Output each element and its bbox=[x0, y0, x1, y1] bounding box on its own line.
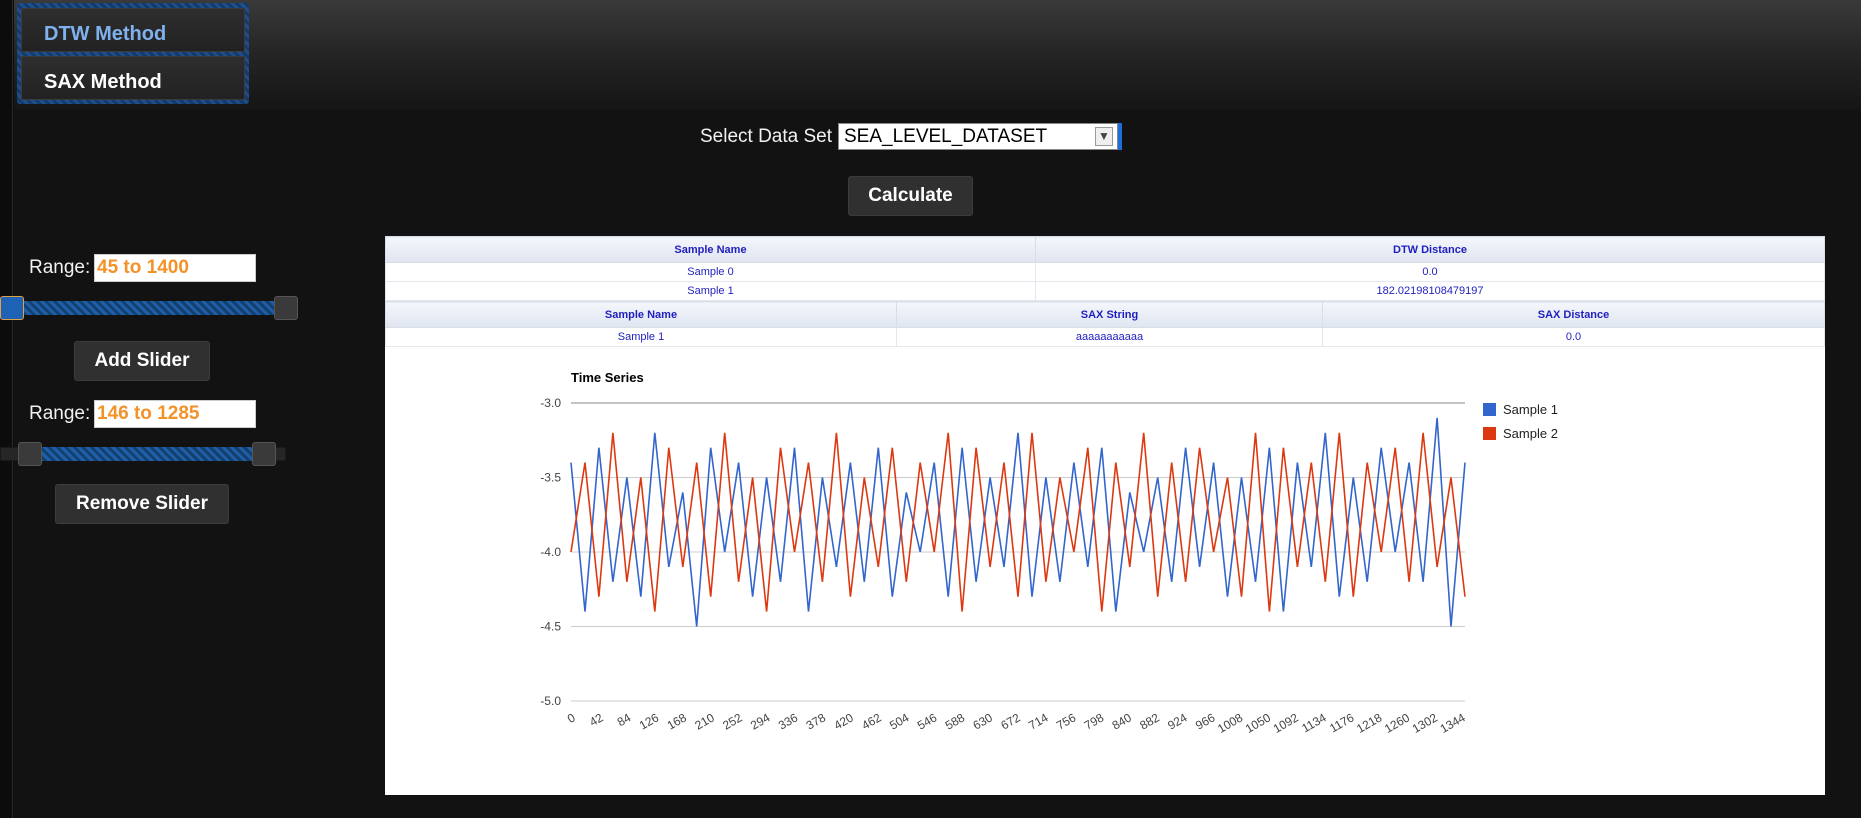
top-header-bar bbox=[0, 0, 1861, 110]
x-tick-label: 546 bbox=[915, 710, 940, 732]
x-tick-label: 882 bbox=[1137, 710, 1162, 732]
range-value-field-1[interactable]: 45 to 1400 bbox=[94, 254, 256, 282]
table-row: Sample 1 182.02198108479197 bbox=[385, 281, 1825, 301]
table-cell: 0.0 bbox=[1035, 262, 1825, 282]
x-tick-label: 714 bbox=[1026, 710, 1051, 732]
dtw-col-distance: DTW Distance bbox=[1035, 236, 1825, 263]
x-tick-label: 1218 bbox=[1354, 710, 1384, 736]
dataset-select-label: Select Data Set bbox=[700, 126, 833, 147]
chevron-down-icon[interactable]: ▼ bbox=[1095, 127, 1113, 146]
x-tick-label: 42 bbox=[587, 710, 606, 729]
add-slider-button[interactable]: Add Slider bbox=[74, 341, 210, 381]
x-tick-label: 462 bbox=[859, 710, 884, 732]
x-tick-label: 252 bbox=[720, 710, 745, 732]
y-tick-label: -4.0 bbox=[540, 545, 561, 559]
y-tick-label: -3.0 bbox=[540, 396, 561, 410]
x-tick-label: 1092 bbox=[1271, 710, 1301, 736]
dtw-col-sample-name: Sample Name bbox=[385, 236, 1036, 263]
table-row: Sample 1 aaaaaaaaaaa 0.0 bbox=[385, 327, 1825, 347]
results-panel: Sample Name DTW Distance Sample 0 0.0 Sa… bbox=[385, 236, 1825, 795]
remove-slider-button[interactable]: Remove Slider bbox=[55, 484, 229, 524]
range-slider-2-high-handle[interactable] bbox=[252, 442, 276, 466]
range-slider-2-low-handle[interactable] bbox=[18, 442, 42, 466]
dataset-select[interactable]: SEA_LEVEL_DATASET ▼ bbox=[838, 123, 1118, 150]
x-tick-label: 1134 bbox=[1299, 710, 1329, 735]
x-tick-label: 504 bbox=[887, 710, 912, 732]
table-cell: Sample 0 bbox=[385, 262, 1036, 282]
sax-results-table: Sample Name SAX String SAX Distance Samp… bbox=[385, 301, 1825, 347]
left-divider bbox=[12, 0, 13, 818]
x-tick-label: 0 bbox=[565, 710, 578, 726]
sax-col-string: SAX String bbox=[896, 301, 1323, 328]
series-line-1 bbox=[570, 417, 1466, 627]
legend-swatch-2 bbox=[1483, 427, 1496, 440]
legend-label-1: Sample 1 bbox=[1503, 402, 1558, 417]
x-tick-label: 1344 bbox=[1438, 710, 1468, 736]
legend-swatch-1 bbox=[1483, 403, 1496, 416]
x-tick-label: 588 bbox=[943, 710, 968, 732]
x-tick-label: 168 bbox=[665, 710, 690, 732]
range-label-1: Range: bbox=[29, 257, 91, 278]
range-slider-1[interactable] bbox=[0, 301, 298, 315]
sax-col-sample-name: Sample Name bbox=[385, 301, 897, 328]
range-slider-1-high-handle[interactable] bbox=[274, 296, 298, 320]
time-series-chart-container: Time Series -3.0 -3.5 -4.0 -4.5 -5.0 0 42 84 126 1… bbox=[385, 339, 1825, 795]
table-cell: Sample 1 bbox=[385, 327, 897, 347]
x-tick-label: 420 bbox=[831, 710, 856, 732]
x-tick-label: 336 bbox=[776, 710, 801, 732]
series-line-2 bbox=[570, 432, 1466, 612]
range-slider-2-fill bbox=[31, 447, 265, 461]
x-tick-label: 1260 bbox=[1382, 710, 1412, 736]
y-tick-label: -3.5 bbox=[540, 471, 561, 485]
method-tab-menu: DTW Method SAX Method bbox=[17, 3, 249, 104]
x-tick-label: 840 bbox=[1110, 710, 1135, 732]
dataset-select-value: SEA_LEVEL_DATASET bbox=[844, 126, 1048, 147]
range-slider-1-fill bbox=[11, 301, 287, 315]
dtw-results-table: Sample Name DTW Distance Sample 0 0.0 Sa… bbox=[385, 236, 1825, 301]
range-slider-2[interactable] bbox=[0, 447, 286, 461]
x-tick-label: 1176 bbox=[1327, 710, 1357, 735]
calculate-button[interactable]: Calculate bbox=[848, 176, 973, 216]
time-series-chart: Time Series-3.0-3.5-4.0-4.5-5.00 42 84 126 1… bbox=[540, 370, 1558, 736]
x-tick-label: 1008 bbox=[1215, 710, 1245, 736]
tab-sax-method[interactable]: SAX Method bbox=[21, 56, 245, 100]
range-value-field-2[interactable]: 146 to 1285 bbox=[94, 400, 256, 428]
select-focus-indicator bbox=[1118, 123, 1122, 150]
table-cell: 182.02198108479197 bbox=[1035, 281, 1825, 301]
range-label-2: Range: bbox=[29, 403, 91, 424]
tab-dtw-method[interactable]: DTW Method bbox=[21, 8, 245, 52]
sax-col-distance: SAX Distance bbox=[1322, 301, 1825, 328]
x-tick-label: 798 bbox=[1082, 710, 1107, 732]
x-tick-label: 1050 bbox=[1243, 710, 1273, 736]
x-tick-label: 672 bbox=[998, 710, 1023, 732]
x-tick-label: 1302 bbox=[1410, 710, 1440, 736]
y-tick-label: -5.0 bbox=[540, 694, 561, 708]
left-edge-panel bbox=[0, 0, 14, 818]
x-tick-label: 924 bbox=[1165, 710, 1190, 732]
x-tick-label: 294 bbox=[748, 710, 773, 732]
x-tick-label: 126 bbox=[637, 710, 662, 732]
y-tick-label: -4.5 bbox=[540, 620, 561, 634]
x-tick-label: 84 bbox=[615, 710, 634, 729]
table-row: Sample 0 0.0 bbox=[385, 262, 1825, 282]
x-tick-label: 966 bbox=[1193, 710, 1218, 732]
table-cell: aaaaaaaaaaa bbox=[896, 327, 1323, 347]
x-tick-label: 630 bbox=[971, 710, 996, 732]
x-tick-label: 378 bbox=[804, 710, 829, 732]
table-cell: 0.0 bbox=[1322, 327, 1825, 347]
legend-label-2: Sample 2 bbox=[1503, 426, 1558, 441]
chart-title: Time Series bbox=[571, 370, 644, 385]
x-tick-label: 756 bbox=[1054, 710, 1079, 732]
x-tick-label: 210 bbox=[692, 710, 717, 732]
table-cell: Sample 1 bbox=[385, 281, 1036, 301]
range-slider-1-low-handle[interactable] bbox=[0, 296, 24, 320]
